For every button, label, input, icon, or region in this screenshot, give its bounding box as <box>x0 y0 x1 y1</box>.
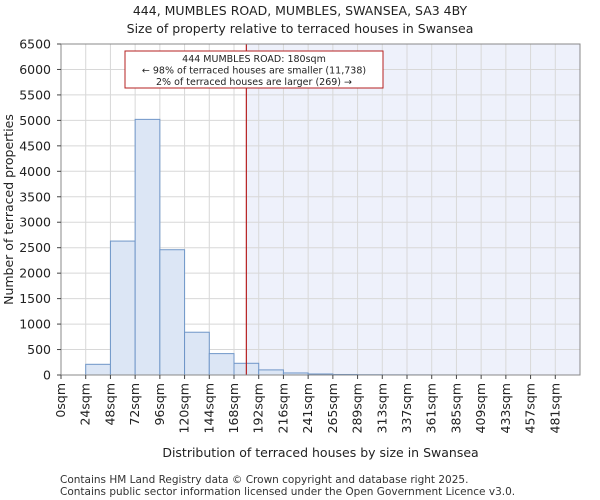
histogram-bar <box>85 363 111 376</box>
y-tick-label: 2500 <box>19 240 51 255</box>
x-axis-label: Distribution of terraced houses by size … <box>162 445 478 460</box>
y-tick-label: 1500 <box>19 291 51 306</box>
annotation-box: 444 MUMBLES ROAD: 180sqm ← 98% of terrac… <box>124 50 384 89</box>
chart-subtitle: Size of property relative to terraced ho… <box>126 21 474 36</box>
y-tick-label: 6000 <box>19 62 51 77</box>
x-tick-label: 24sqm <box>78 383 93 426</box>
x-tick-label: 216sqm <box>275 383 290 433</box>
x-tick-label: 313sqm <box>374 383 389 433</box>
annotation-line-1: 444 MUMBLES ROAD: 180sqm <box>182 54 326 65</box>
y-tick-label: 500 <box>27 342 51 357</box>
x-tick-label: 337sqm <box>399 383 414 433</box>
x-tick-label: 265sqm <box>325 383 340 433</box>
x-tick-label: 433sqm <box>498 383 513 433</box>
x-tick-label: 481sqm <box>547 383 562 433</box>
x-tick-label: 0sqm <box>53 383 68 418</box>
x-tick-label: 72sqm <box>127 383 142 426</box>
x-tick-label: 289sqm <box>350 383 365 433</box>
larger-region-shading <box>246 44 580 375</box>
histogram-bar <box>208 353 235 376</box>
y-tick-label: 6500 <box>19 37 51 52</box>
y-axis-label: Number of terraced properties <box>1 114 16 305</box>
y-tick-label: 3000 <box>19 215 51 230</box>
histogram-bar <box>184 331 210 376</box>
x-tick-label: 48sqm <box>102 383 117 426</box>
x-tick-label: 144sqm <box>201 383 216 433</box>
y-tick-label: 2000 <box>19 266 51 281</box>
x-tick-label: 457sqm <box>523 383 538 433</box>
y-tick-label: 0 <box>43 368 51 383</box>
footer-attribution-1: Contains HM Land Registry data © Crown c… <box>60 474 469 486</box>
y-tick-label: 4000 <box>19 164 51 179</box>
annotation-border <box>124 50 384 89</box>
x-tick-label: 96sqm <box>152 383 167 426</box>
x-tick-label: 361sqm <box>424 383 439 433</box>
chart-title: 444, MUMBLES ROAD, MUMBLES, SWANSEA, SA3… <box>132 3 468 18</box>
histogram-bars <box>85 118 482 376</box>
plot-frame <box>60 43 581 376</box>
histogram-bar <box>109 240 136 376</box>
annotation-line-3: 2% of terraced houses are larger (269) → <box>156 77 352 88</box>
annotation-line-2: ← 98% of terraced houses are smaller (11… <box>142 66 366 77</box>
histogram-bar <box>134 118 161 376</box>
y-tick-label: 3500 <box>19 189 51 204</box>
y-tick-label: 4500 <box>19 138 51 153</box>
x-axis-ticks: 0sqm 24sqm 48sqm 72sqm 96sqm 120sqm 144sqm 168s… <box>53 375 562 433</box>
x-tick-label: 168sqm <box>226 383 241 433</box>
histogram-bar <box>159 249 186 376</box>
x-tick-label: 409sqm <box>473 383 488 433</box>
y-tick-label: 1000 <box>19 317 51 332</box>
y-axis-ticks: 0 500 1000 1500 2000 2500 3000 3500 4000 4500 5000… <box>19 37 61 383</box>
y-tick-label: 5500 <box>19 87 51 102</box>
x-tick-label: 385sqm <box>448 383 463 433</box>
footer-attribution-2: Contains public sector information licen… <box>60 486 516 498</box>
x-tick-label: 192sqm <box>251 383 266 433</box>
y-tick-label: 5000 <box>19 113 51 128</box>
x-tick-label: 120sqm <box>177 383 192 433</box>
x-tick-label: 241sqm <box>300 383 315 433</box>
histogram-bar <box>258 369 284 376</box>
